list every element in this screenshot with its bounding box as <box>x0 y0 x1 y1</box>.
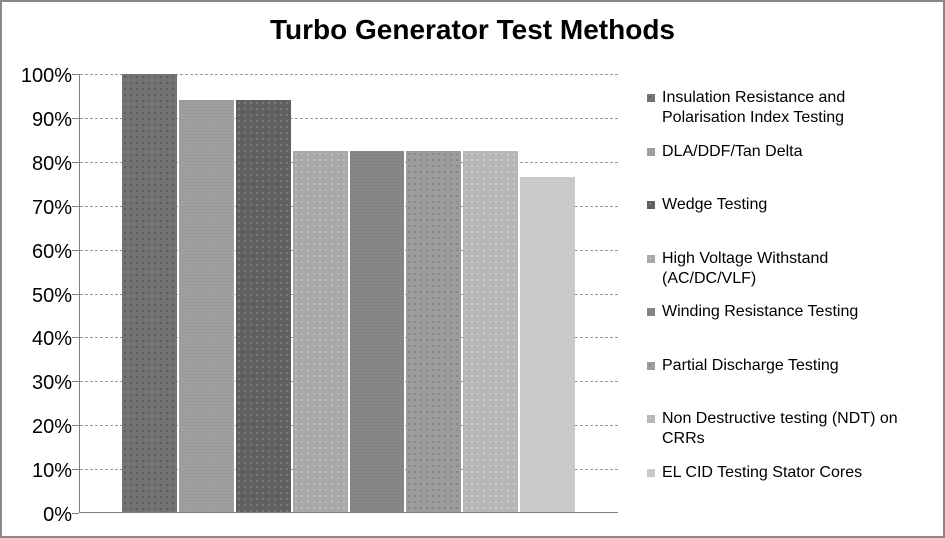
legend-item-5: Winding Resistance Testing <box>647 302 943 356</box>
legend-label: Winding Resistance Testing <box>662 303 859 320</box>
bar-5 <box>349 151 405 512</box>
legend-label: Non Destructive testing (NDT) on CRRs <box>662 410 898 447</box>
bar-6 <box>406 151 462 512</box>
y-axis-tick <box>72 74 79 75</box>
legend-item-1: Insulation Resistance and Polarisation I… <box>647 88 943 142</box>
gridline <box>80 469 618 471</box>
gridline <box>80 249 618 251</box>
y-axis-tick-label: 10% <box>31 460 72 483</box>
bar-1 <box>122 74 177 512</box>
y-axis-tick-label: 40% <box>31 328 72 351</box>
y-axis-tick-label: 100% <box>20 65 72 87</box>
y-axis-tick <box>72 513 79 514</box>
legend-item-7: Non Destructive testing (NDT) on CRRs <box>647 409 943 463</box>
legend-item-8: EL CID Testing Stator Cores <box>647 463 943 517</box>
y-axis-labels: 100% 90% 80% 70% 60% 50% 40% 30% 20% 10% 0% <box>2 65 72 526</box>
legend-swatch-icon <box>647 361 655 370</box>
legend-label: EL CID Testing Stator Cores <box>662 463 863 481</box>
legend-label: Insulation Resistance and Polarisation I… <box>662 89 846 126</box>
y-axis-tick-label: 20% <box>31 416 72 439</box>
legend-label: DLA/DDF/Tan Delta <box>662 142 803 160</box>
gridline <box>80 74 618 75</box>
bar-3 <box>235 99 291 512</box>
bars-group <box>80 74 618 512</box>
legend-swatch-icon <box>647 254 655 263</box>
legend-swatch-icon <box>647 94 655 102</box>
plot-area <box>72 74 618 514</box>
gridline <box>80 293 618 295</box>
y-axis-tick-label: 30% <box>31 372 72 395</box>
y-axis-tick <box>72 205 79 207</box>
gridline <box>80 205 618 207</box>
legend-item-6: Partial Discharge Testing <box>647 356 943 410</box>
chart-title: Turbo Generator Test Methods <box>270 14 675 45</box>
legend-swatch-icon <box>647 201 655 209</box>
legend-label: High Voltage Withstand (AC/DC/VLF) <box>662 249 829 287</box>
y-axis-tick <box>72 469 79 471</box>
bar-7 <box>463 151 519 512</box>
y-axis-tick-label: 80% <box>31 152 72 175</box>
gridline <box>80 161 618 163</box>
gridline <box>80 425 618 427</box>
legend-swatch-icon <box>647 468 655 477</box>
y-axis-tick <box>72 249 79 251</box>
y-axis-tick <box>72 161 79 163</box>
legend-label: Partial Discharge Testing <box>662 356 839 374</box>
bar-2 <box>178 99 234 512</box>
y-axis-tick-label: 90% <box>31 108 72 131</box>
legend-label: Wedge Testing <box>662 196 768 213</box>
y-axis-tick <box>72 425 79 427</box>
y-axis-tick <box>72 293 79 295</box>
bar-4 <box>292 151 348 512</box>
legend-item-2: DLA/DDF/Tan Delta <box>647 142 943 196</box>
legend-item-4: High Voltage Withstand (AC/DC/VLF) <box>647 249 943 303</box>
bar-8 <box>520 176 575 512</box>
legend-item-3: Wedge Testing <box>647 195 943 249</box>
legend: Insulation Resistance and Polarisation I… <box>647 88 943 516</box>
legend-swatch-icon <box>647 147 655 156</box>
y-axis-tick-label: 60% <box>31 240 72 263</box>
y-axis-tick <box>72 337 79 339</box>
y-axis-tick <box>72 381 79 383</box>
gridline <box>80 337 618 339</box>
y-axis-tick-label: 50% <box>31 284 72 307</box>
y-axis-tick <box>72 117 79 119</box>
gridline <box>80 117 618 119</box>
legend-swatch-icon <box>647 308 655 316</box>
legend-swatch-icon <box>647 415 655 423</box>
gridline <box>80 381 618 383</box>
y-axis-tick-label: 0% <box>43 504 72 526</box>
y-axis-tick-label: 70% <box>31 196 72 219</box>
